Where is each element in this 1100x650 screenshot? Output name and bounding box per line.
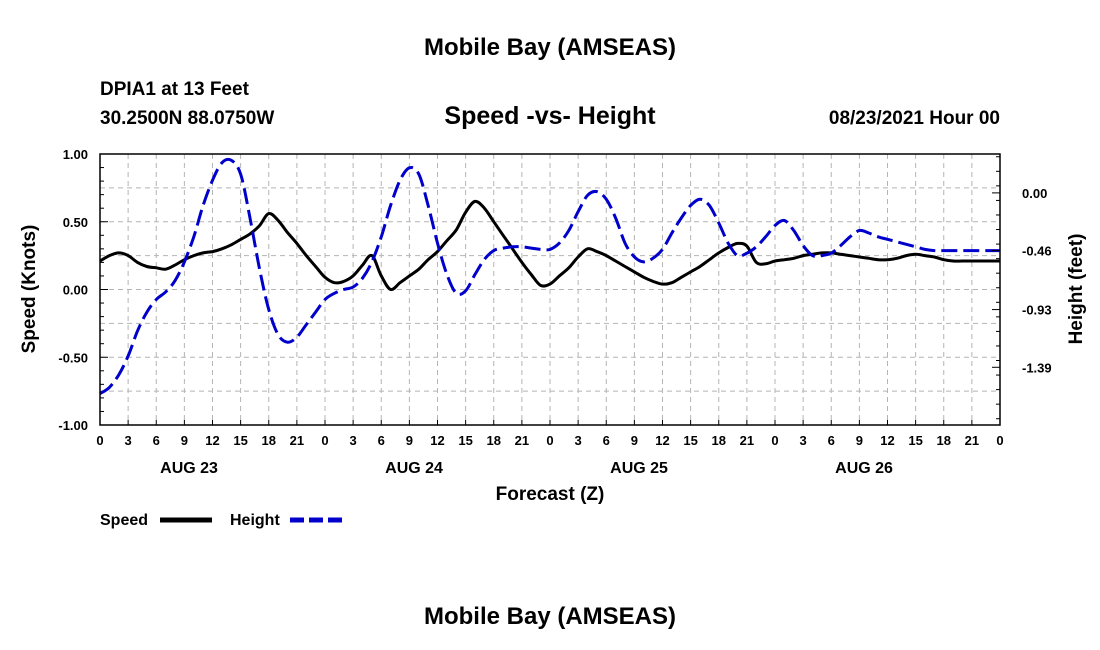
x-tick-label: 15 [458, 433, 472, 448]
y-tick-label: 0.50 [63, 215, 88, 230]
x-tick-label: 3 [125, 433, 132, 448]
y-axis-label: Speed (Knots) [19, 225, 40, 354]
x-tick-label: 21 [515, 433, 529, 448]
legend-label-speed: Speed [100, 512, 148, 529]
coordinates-label: 30.2500N 88.0750W [100, 108, 274, 129]
x-tick-label: 3 [575, 433, 582, 448]
x-tick-label: 9 [856, 433, 863, 448]
x-tick-label: 3 [800, 433, 807, 448]
y2-tick-label: -0.46 [1022, 244, 1052, 259]
x-date-label: AUG 26 [835, 460, 893, 477]
station-label: DPIA1 at 13 Feet [100, 79, 250, 100]
y-tick-label: -0.50 [58, 350, 88, 365]
x-tick-label: 18 [262, 433, 276, 448]
x-tick-label: 18 [937, 433, 951, 448]
y2-tick-label: -0.93 [1022, 303, 1052, 318]
x-tick-label: 0 [96, 433, 103, 448]
x-date-label: AUG 25 [610, 460, 668, 477]
grid-lines [100, 154, 1000, 425]
legend-label-height: Height [230, 512, 280, 529]
footer-title: Mobile Bay (AMSEAS) [424, 603, 676, 630]
axis-ticks: 0 3 6 9 12 15 18 21 0 3 6 9 12 15 18 21 0 3 6 9 12 15 18 21 0 3 6 9… [58, 147, 1051, 477]
series-line-height [99, 157, 1000, 395]
y2-axis-label: Height (feet) [1066, 234, 1087, 345]
x-tick-label: 21 [740, 433, 754, 448]
x-tick-label: 0 [321, 433, 328, 448]
series-line-speed [99, 199, 1000, 292]
datetime-label: 08/23/2021 Hour 00 [829, 108, 1000, 129]
x-tick-label: 15 [908, 433, 922, 448]
x-tick-label: 9 [406, 433, 413, 448]
x-tick-label: 3 [350, 433, 357, 448]
x-tick-label: 12 [880, 433, 894, 448]
x-date-label: AUG 23 [160, 460, 218, 477]
y-tick-label: 1.00 [63, 147, 88, 162]
x-tick-label: 6 [153, 433, 160, 448]
x-tick-label: 12 [655, 433, 669, 448]
x-tick-label: 6 [828, 433, 835, 448]
x-date-label: AUG 24 [385, 460, 443, 477]
x-tick-label: 12 [430, 433, 444, 448]
y-tick-label: 0.00 [63, 283, 88, 298]
x-tick-label: 21 [965, 433, 979, 448]
x-tick-label: 0 [996, 433, 1003, 448]
x-tick-label: 9 [181, 433, 188, 448]
x-tick-label: 9 [631, 433, 638, 448]
x-tick-label: 6 [603, 433, 610, 448]
x-tick-label: 6 [378, 433, 385, 448]
x-tick-label: 0 [771, 433, 778, 448]
x-tick-label: 15 [683, 433, 697, 448]
x-tick-label: 18 [487, 433, 501, 448]
x-axis-label: Forecast (Z) [496, 484, 605, 505]
x-tick-label: 18 [712, 433, 726, 448]
x-tick-label: 12 [205, 433, 219, 448]
series-group [99, 157, 1000, 395]
y2-tick-label: -1.39 [1022, 360, 1052, 375]
chart-title: Speed -vs- Height [444, 102, 656, 130]
legend: Speed Height [100, 512, 342, 529]
page-title: Mobile Bay (AMSEAS) [424, 34, 676, 61]
x-tick-label: 15 [233, 433, 247, 448]
x-tick-label: 0 [546, 433, 553, 448]
x-tick-label: 21 [290, 433, 304, 448]
y2-tick-label: 0.00 [1022, 186, 1047, 201]
y-tick-label: -1.00 [58, 418, 88, 433]
